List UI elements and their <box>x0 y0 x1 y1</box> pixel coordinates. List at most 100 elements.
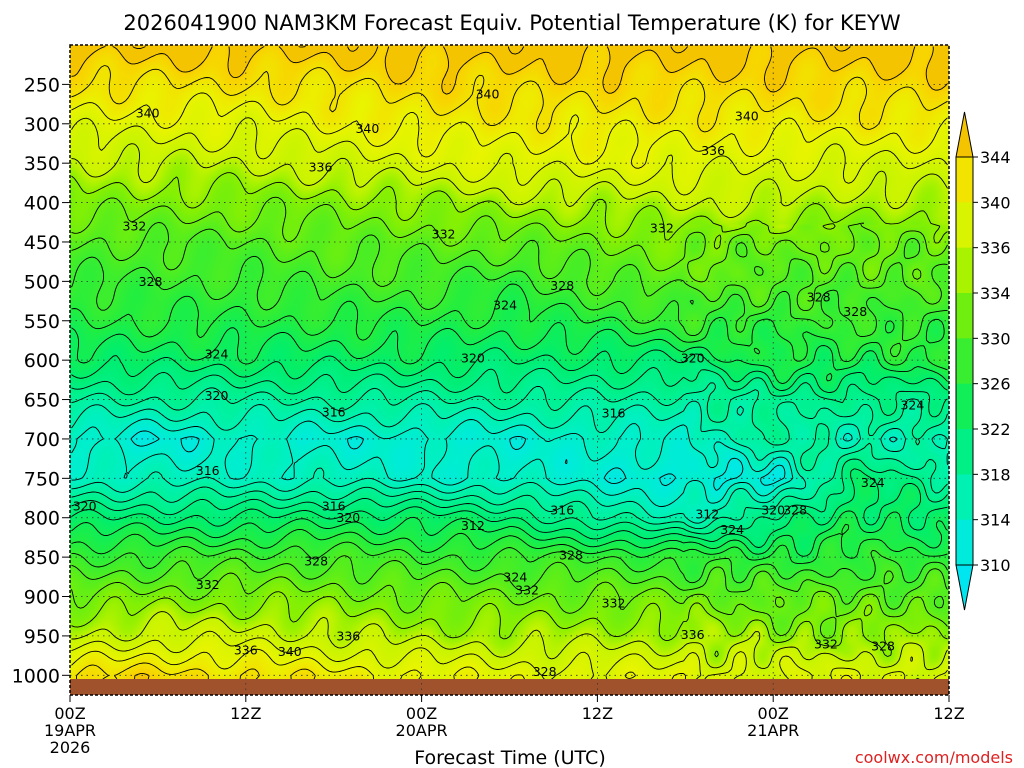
contour-label: 320 <box>681 350 705 365</box>
y-tick-label: 1000 <box>12 665 60 687</box>
x-tick-date-label: 2026 <box>50 738 91 757</box>
contour-label: 340 <box>278 644 302 659</box>
contour-label: 316 <box>550 502 574 517</box>
contour-label: 332 <box>650 220 674 235</box>
colorbar-tick-label: 326 <box>980 375 1011 394</box>
contour-lines <box>71 46 948 694</box>
contour-label: 324 <box>720 522 744 537</box>
colorbar-segment <box>956 338 973 385</box>
contour-label: 328 <box>807 290 831 305</box>
contour-label: 332 <box>196 577 220 592</box>
contour-label: 336 <box>309 160 333 175</box>
y-tick-label: 400 <box>24 193 60 215</box>
x-tick-date-label: 19APR <box>44 721 96 740</box>
y-tick-label: 550 <box>24 311 60 333</box>
y-tick-label: 750 <box>24 468 60 490</box>
colorbar-tick-label: 334 <box>980 284 1011 303</box>
contour-label: 328 <box>871 639 895 654</box>
contour-label: 312 <box>695 506 719 521</box>
x-tick-label: 00Z <box>406 704 437 723</box>
colorbar-tick-label: 330 <box>980 329 1011 348</box>
colorbar-segment <box>956 383 973 430</box>
contour-label: 332 <box>602 595 626 610</box>
contour-label: 340 <box>735 108 759 123</box>
colorbar-top-extension <box>955 111 974 158</box>
contour-label: 336 <box>234 643 258 658</box>
colorbar-bottom-extension <box>955 564 974 611</box>
contour-label: 328 <box>783 502 807 517</box>
x-axis-title: Forecast Time (UTC) <box>414 747 605 768</box>
contour-label: 332 <box>515 583 539 598</box>
contour-label: 328 <box>559 547 583 562</box>
colorbar-segment <box>956 429 973 475</box>
colorbar: 344 340 336 334 330 326 322 318 314 310 <box>955 111 1011 611</box>
contour-label: 336 <box>336 628 360 643</box>
contour-label: 312 <box>461 518 485 533</box>
y-tick-label: 350 <box>24 153 60 175</box>
contour-label: 324 <box>205 346 229 361</box>
theta-e-filled-field <box>70 45 949 695</box>
contour-label: 336 <box>681 627 705 642</box>
x-tick-label: 12Z <box>933 704 964 723</box>
contour-label: 328 <box>550 278 574 293</box>
contour-label: 332 <box>814 636 838 651</box>
contour-path <box>71 46 948 694</box>
grid-lines <box>70 45 949 695</box>
y-tick-label: 850 <box>24 547 60 569</box>
colorbar-tick-label: 310 <box>980 556 1011 575</box>
x-tick-label: 00Z <box>758 704 789 723</box>
colorbar-tick-label: 340 <box>980 193 1011 212</box>
contour-label: 316 <box>322 498 346 513</box>
ground-surface <box>70 679 949 695</box>
y-tick-label: 900 <box>24 587 60 609</box>
colorbar-segment <box>956 202 973 249</box>
x-tick-date-label: 20APR <box>396 721 448 740</box>
contour-label: 320 <box>336 510 360 525</box>
contour-label: 328 <box>139 274 163 289</box>
contour-label: 336 <box>701 143 725 158</box>
colorbar-segment <box>956 293 973 339</box>
contour-label: 324 <box>493 298 517 313</box>
contour-label: 332 <box>123 219 147 234</box>
contour-label: 328 <box>304 554 328 569</box>
y-tick-label: 800 <box>24 508 60 530</box>
colorbar-tick-label: 344 <box>980 148 1011 167</box>
colorbar-tick-label: 336 <box>980 239 1011 258</box>
contour-label: 320 <box>761 502 785 517</box>
colorbar-segment <box>956 247 973 294</box>
contour-label: 320 <box>205 388 229 403</box>
colorbar-tick-label: 318 <box>980 465 1011 484</box>
contour-label: 320 <box>73 498 97 513</box>
y-tick-label: 950 <box>24 626 60 648</box>
colorbar-segment <box>956 157 973 203</box>
x-tick-date-label: 21APR <box>747 721 799 740</box>
y-tick-label: 450 <box>24 232 60 254</box>
y-tick-label: 700 <box>24 429 60 451</box>
y-tick-label: 250 <box>24 74 60 96</box>
y-tick-label: 600 <box>24 350 60 372</box>
contour-label: 316 <box>602 405 626 420</box>
contour-label: 340 <box>136 105 160 120</box>
colorbar-segment <box>956 519 973 566</box>
y-tick-label: 500 <box>24 271 60 293</box>
contour-label: 340 <box>476 86 500 101</box>
colorbar-frame <box>955 156 974 566</box>
x-tick-label: 00Z <box>54 704 85 723</box>
contour-label: 324 <box>900 398 924 413</box>
y-tick-label: 650 <box>24 390 60 412</box>
contour-label: 328 <box>533 664 557 679</box>
y-axis: 250 300 350 400 450 500 550 600 650 700 750 800 850 9… <box>12 74 70 687</box>
x-tick-label: 12Z <box>582 704 613 723</box>
contour-label: 316 <box>196 463 220 478</box>
watermark-text: coolwx.com/models <box>855 748 1013 767</box>
x-tick-label: 12Z <box>230 704 261 723</box>
contour-label: 332 <box>432 227 456 242</box>
contour-label: 324 <box>861 475 885 490</box>
contour-label: 340 <box>355 121 379 136</box>
contour-label: 328 <box>843 304 867 319</box>
plot-frame <box>69 44 950 696</box>
